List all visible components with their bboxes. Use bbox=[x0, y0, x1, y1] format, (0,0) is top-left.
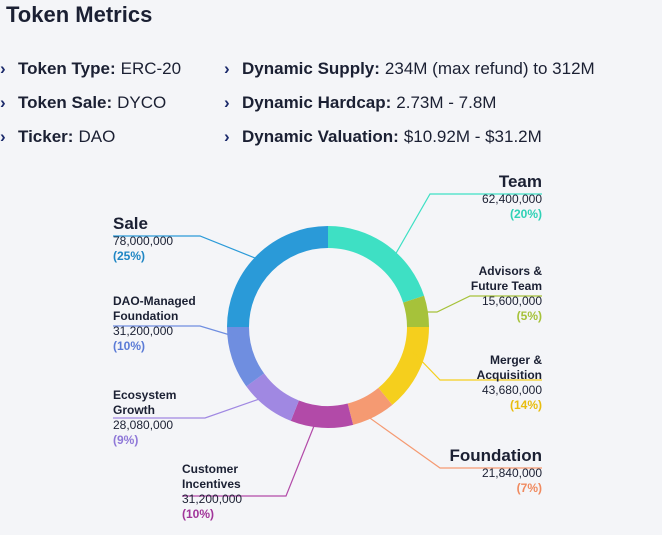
metrics-right-column: › Dynamic Supply: 234M (max refund) to 3… bbox=[224, 52, 595, 154]
slice-percent: (5%) bbox=[516, 309, 542, 323]
slice-label-foundation: Foundation 21,840,000 (7%) bbox=[449, 446, 542, 496]
metric-label: Token Type: bbox=[18, 59, 116, 78]
metric-label: Ticker: bbox=[18, 127, 74, 146]
metric-dynamic-hardcap: › Dynamic Hardcap: 2.73M - 7.8M bbox=[224, 86, 595, 120]
slice-value: 31,200,000 bbox=[113, 324, 174, 338]
metric-value: DYCO bbox=[117, 93, 167, 112]
leader-line-sale bbox=[113, 235, 266, 263]
leader-line-foundation bbox=[359, 410, 542, 469]
slice-name: DAO-Managed Foundation bbox=[113, 294, 196, 323]
slice-label-team: Team 62,400,000 (20%) bbox=[482, 172, 542, 222]
slice-percent: (9%) bbox=[113, 433, 139, 447]
slice-name: Advisors & Future Team bbox=[470, 264, 542, 293]
leader-line-advisors bbox=[413, 295, 542, 313]
chevron-right-icon: › bbox=[224, 93, 230, 112]
donut-slice-merger bbox=[378, 326, 429, 405]
metric-label: Dynamic Hardcap: bbox=[242, 93, 392, 112]
leader-line-customer-incentives bbox=[182, 415, 319, 497]
slice-percent: (20%) bbox=[509, 207, 542, 221]
metric-value: ERC-20 bbox=[120, 59, 182, 78]
donut-slice-team bbox=[327, 226, 425, 303]
slice-name: Sale bbox=[113, 214, 148, 233]
leader-line-ecosystem-growth bbox=[113, 395, 269, 419]
slice-percent: (10%) bbox=[182, 507, 215, 521]
slice-value: 21,840,000 bbox=[481, 466, 542, 480]
slice-percent: (25%) bbox=[113, 249, 146, 263]
slice-label-customer-incentives: Customer Incentives 31,200,000 (10%) bbox=[182, 462, 262, 522]
metric-token-sale: › Token Sale: DYCO bbox=[0, 86, 181, 120]
slice-label-advisors: Advisors & Future Team 15,600,000 (5%) bbox=[462, 264, 542, 324]
slice-value: 62,400,000 bbox=[481, 192, 542, 206]
leader-line-team bbox=[390, 193, 542, 263]
slice-name: Team bbox=[498, 172, 542, 191]
slice-name: Ecosystem Growth bbox=[113, 388, 177, 417]
slice-label-dao-managed-foundation: DAO-Managed Foundation 31,200,000 (10%) bbox=[113, 294, 213, 354]
leader-line-dao-managed-foundation bbox=[113, 325, 241, 339]
metric-dynamic-valuation: › Dynamic Valuation: $10.92M - $31.2M bbox=[224, 120, 595, 154]
metric-label: Dynamic Valuation: bbox=[242, 127, 399, 146]
slice-label-ecosystem-growth: Ecosystem Growth 28,080,000 (9%) bbox=[113, 388, 193, 448]
slice-value: 28,080,000 bbox=[113, 418, 174, 432]
chevron-right-icon: › bbox=[224, 59, 230, 78]
slice-name: Foundation bbox=[449, 446, 542, 465]
metric-ticker: › Ticker: DAO bbox=[0, 120, 181, 154]
donut-slice-ecosystem-growth bbox=[246, 373, 300, 421]
chevron-right-icon: › bbox=[0, 59, 6, 78]
metric-token-type: › Token Type: ERC-20 bbox=[0, 52, 181, 86]
metric-value: $10.92M - $31.2M bbox=[403, 127, 542, 146]
chevron-right-icon: › bbox=[224, 127, 230, 146]
slice-value: 31,200,000 bbox=[182, 492, 243, 506]
metric-value: DAO bbox=[78, 127, 116, 146]
metric-value: 234M (max refund) to 312M bbox=[384, 59, 595, 78]
slice-value: 43,680,000 bbox=[481, 383, 542, 397]
slice-label-sale: Sale 78,000,000 (25%) bbox=[113, 214, 173, 264]
donut-slice-dao-managed-foundation bbox=[227, 326, 265, 387]
page-title: Token Metrics bbox=[6, 2, 153, 27]
chevron-right-icon: › bbox=[0, 93, 6, 112]
slice-percent: (14%) bbox=[509, 398, 542, 412]
metrics-left-column: › Token Type: ERC-20 › Token Sale: DYCO … bbox=[0, 52, 181, 154]
slice-percent: (10%) bbox=[113, 339, 146, 353]
donut-slice-customer-incentives bbox=[290, 400, 354, 428]
leader-line-merger bbox=[412, 351, 542, 381]
metric-value: 2.73M - 7.8M bbox=[396, 93, 497, 112]
slice-percent: (7%) bbox=[516, 481, 542, 495]
metric-label: Dynamic Supply: bbox=[242, 59, 380, 78]
chevron-right-icon: › bbox=[0, 127, 6, 146]
slice-label-merger: Merger & Acquisition 43,680,000 (14%) bbox=[462, 353, 542, 413]
donut-slice-advisors bbox=[403, 295, 429, 328]
metric-label: Token Sale: bbox=[18, 93, 113, 112]
slice-value: 78,000,000 bbox=[113, 234, 174, 248]
slice-value: 15,600,000 bbox=[481, 294, 542, 308]
metric-dynamic-supply: › Dynamic Supply: 234M (max refund) to 3… bbox=[224, 52, 595, 86]
donut-slice-foundation bbox=[347, 387, 393, 425]
slice-name: Customer Incentives bbox=[182, 462, 241, 491]
donut-slice-sale bbox=[227, 226, 329, 328]
slice-name: Merger & Acquisition bbox=[476, 353, 542, 382]
